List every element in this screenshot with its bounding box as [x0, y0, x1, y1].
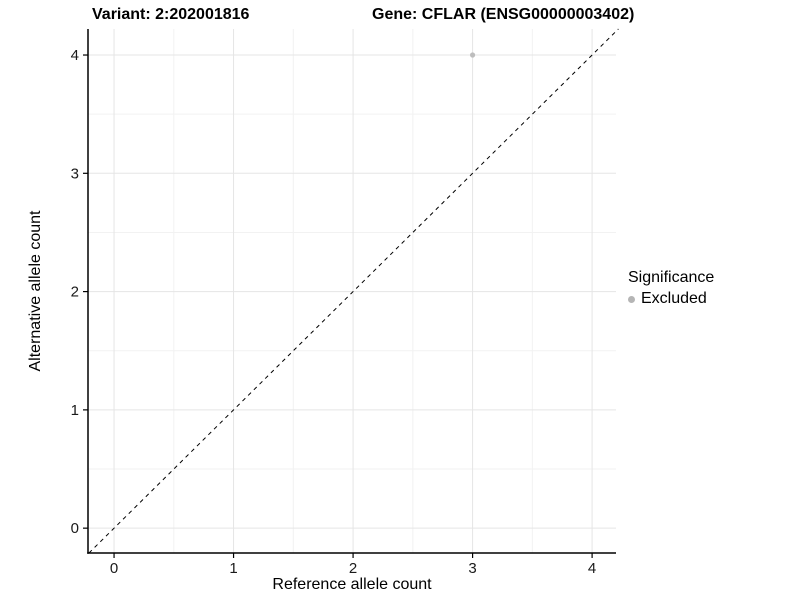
x-tick-label: 3	[468, 560, 476, 577]
legend-title: Significance	[628, 269, 715, 286]
x-tick-label: 2	[349, 560, 357, 577]
data-point	[469, 52, 476, 58]
legend: Significance Excluded	[628, 268, 714, 308]
x-tick-label: 0	[110, 560, 118, 577]
y-axis-title: Alternative allele count	[27, 210, 44, 372]
x-axis-title: Reference allele count	[272, 576, 432, 593]
y-tick-label: 3	[71, 165, 79, 182]
gene-title: Gene: CFLAR (ENSG00000003402)	[372, 6, 635, 23]
variant-title: Variant: 2:202001816	[92, 6, 250, 23]
y-tick-label: 0	[71, 520, 79, 537]
legend-item-excluded: Excluded	[628, 290, 714, 308]
y-tick-label: 4	[71, 47, 79, 64]
identity-line-dashed	[88, 28, 619, 554]
x-tick-label: 4	[588, 560, 596, 577]
y-tick-label: 2	[71, 284, 79, 301]
legend-item-label: Excluded	[641, 290, 707, 307]
y-tick-label: 1	[71, 402, 79, 419]
excluded-dot-icon	[628, 295, 635, 303]
x-tick-label: 1	[229, 560, 237, 577]
